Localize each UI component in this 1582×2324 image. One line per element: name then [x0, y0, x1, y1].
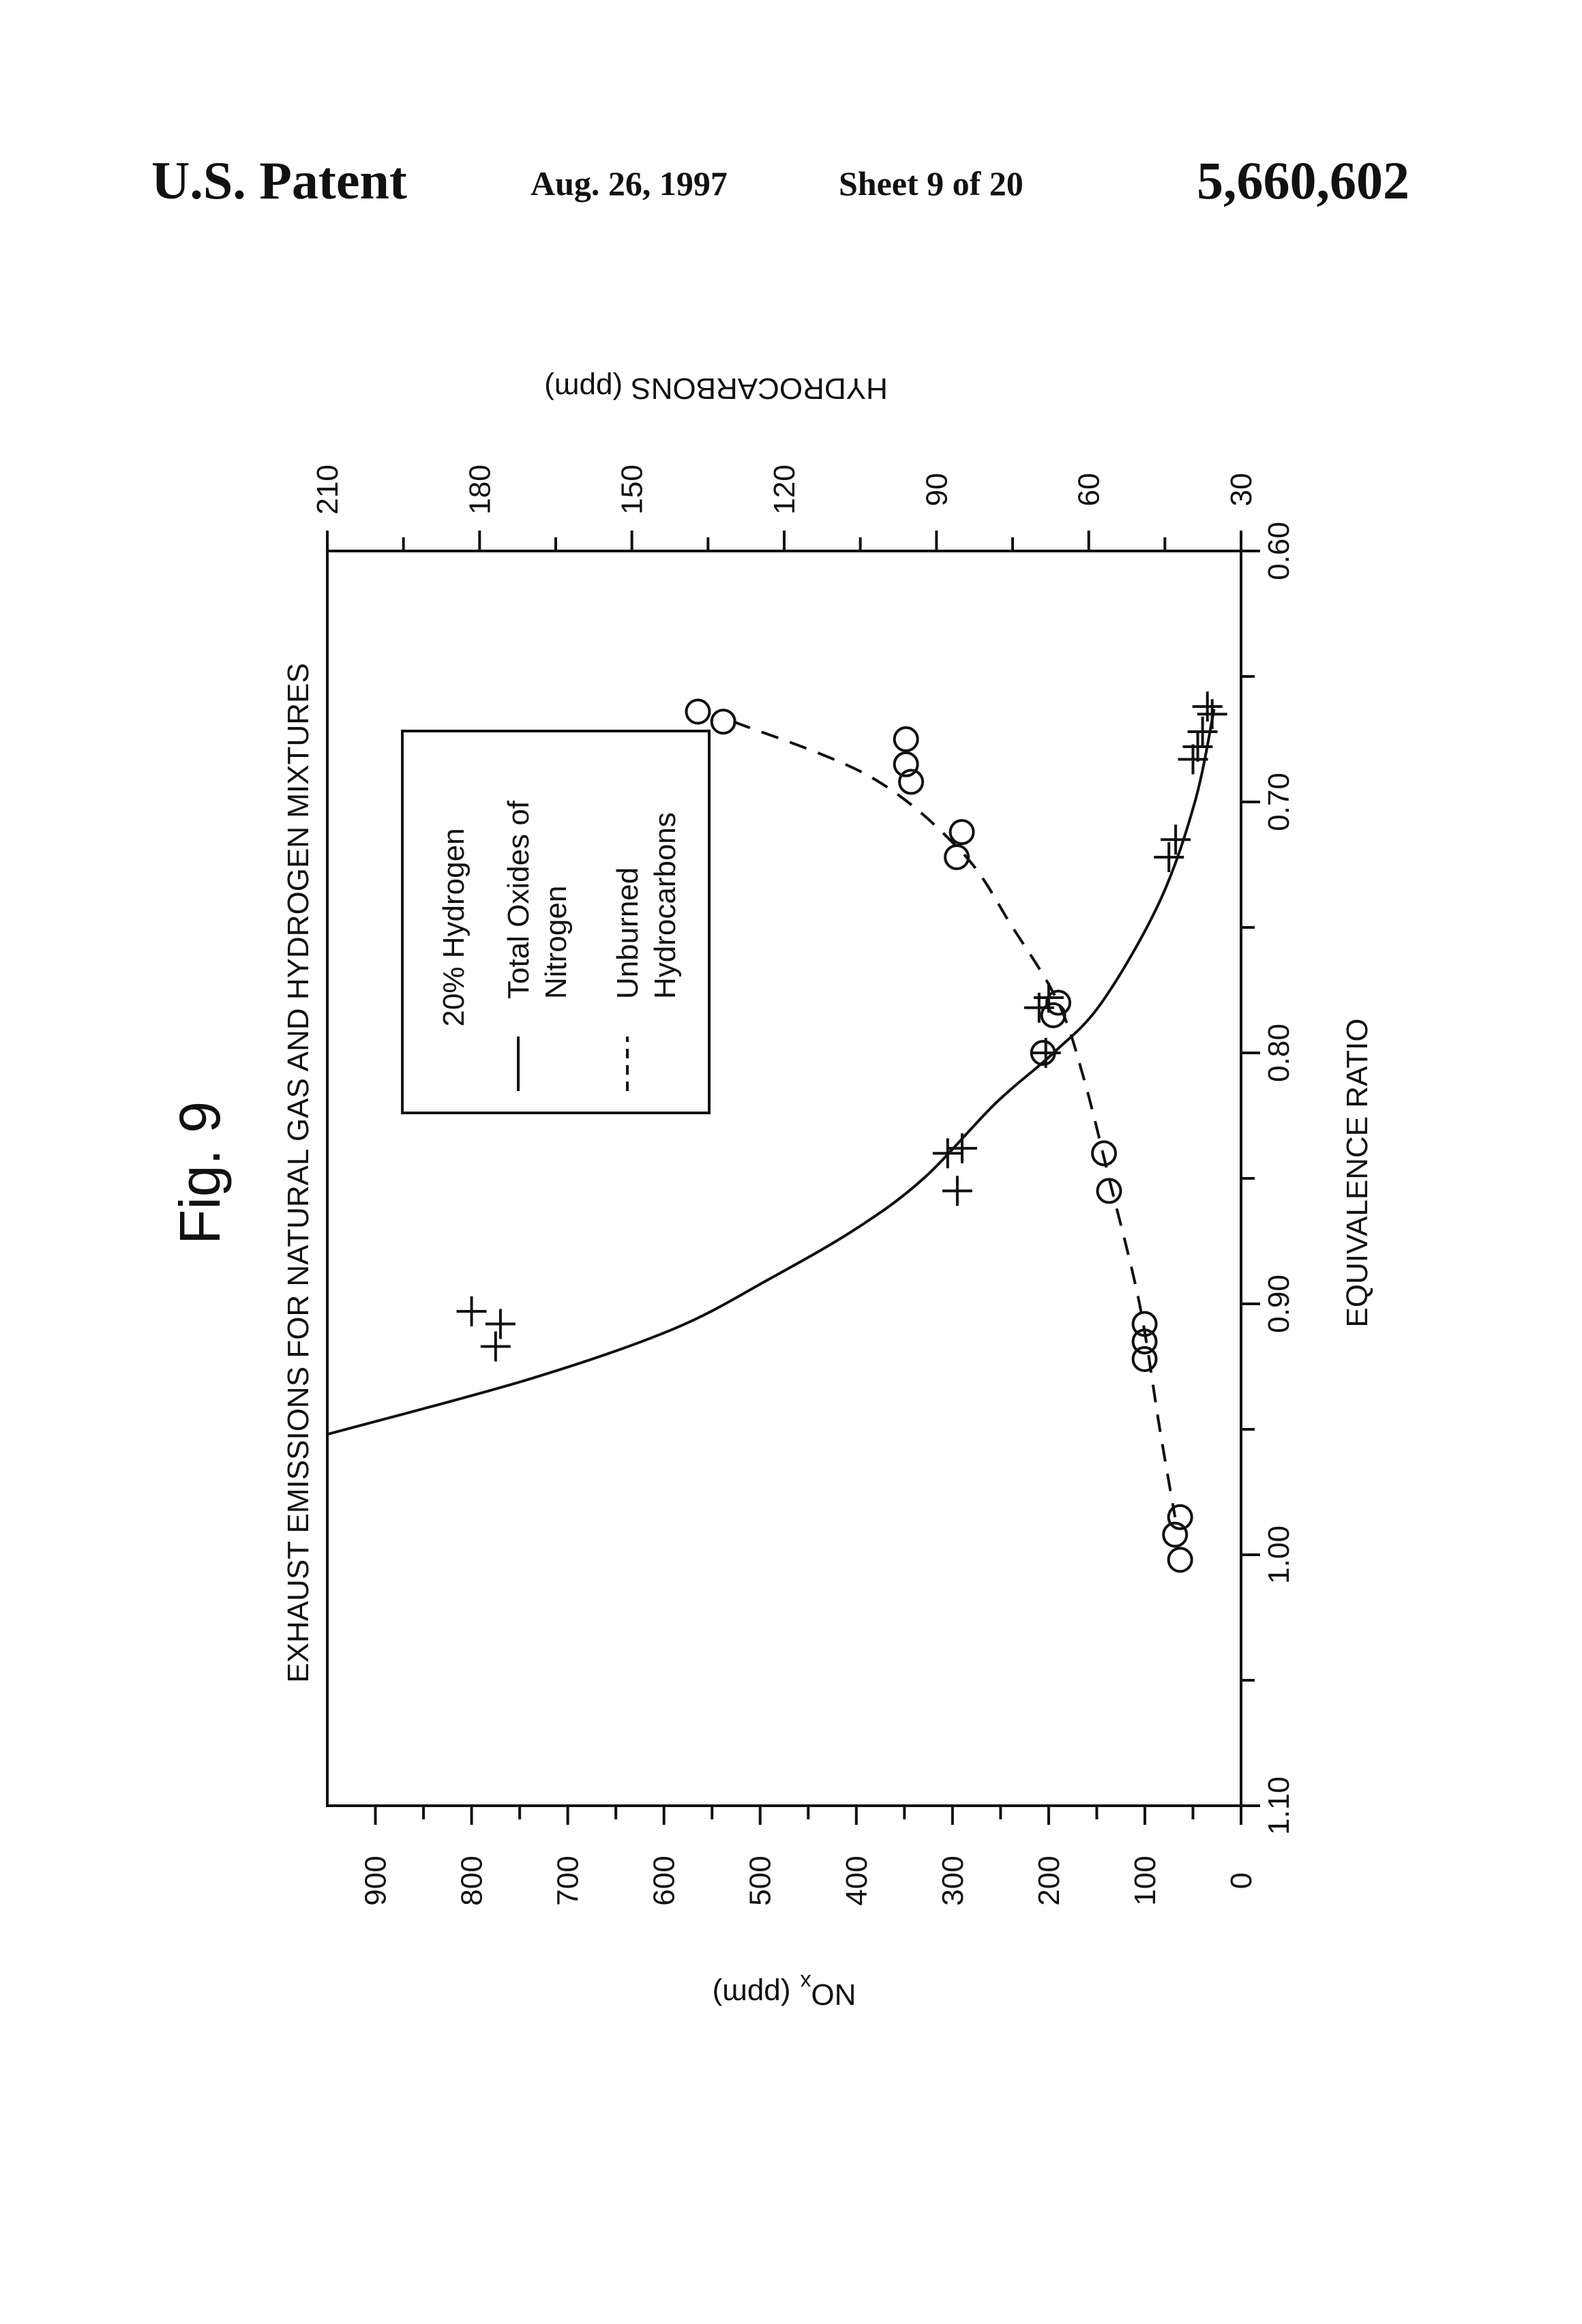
x-tick-label: 0.80 — [1262, 1024, 1296, 1082]
left-tick-label: 800 — [456, 1856, 489, 1905]
right-tick-label: 30 — [1225, 473, 1258, 507]
chart-title: EXHAUST EMISSIONS FOR NATURAL GAS AND HY… — [282, 663, 315, 1682]
right-tick-label: 150 — [616, 464, 649, 514]
x-tick-label: 0.70 — [1262, 773, 1296, 831]
nox-point — [947, 1133, 977, 1163]
left-tick-label: 700 — [552, 1856, 585, 1905]
left-axis-ticks: 0 100 200 300 400 500 600 700 800 900 — [359, 1806, 1258, 1906]
left-tick-label: 500 — [744, 1856, 777, 1905]
x-axis-label: EQUIVALENCE RATIO — [1341, 1018, 1374, 1327]
legend-hc-label-line1: Unburned — [611, 867, 644, 999]
left-tick-label: 0 — [1225, 1873, 1258, 1889]
nox-point — [1193, 691, 1223, 721]
x-tick-label: 1.10 — [1262, 1776, 1296, 1835]
x-axis-ticks: 0.60 0.70 0.80 0.90 1.00 1.10 — [1241, 522, 1296, 1835]
left-axis-label-main: NO — [811, 1978, 856, 2011]
nox-data-points — [457, 691, 1227, 1361]
plot-frame — [327, 551, 1241, 1806]
right-tick-label: 180 — [463, 464, 496, 514]
left-axis-label-sub: x — [800, 1970, 811, 1995]
right-tick-label: 120 — [768, 464, 801, 514]
figure-label: Fig. 9 — [168, 1101, 232, 1245]
left-tick-label: 100 — [1129, 1856, 1162, 1905]
left-tick-label: 600 — [648, 1856, 681, 1905]
left-axis-label-unit: (ppm) — [713, 1978, 791, 2011]
hydrocarbon-data-points — [686, 700, 1191, 1572]
legend-nox-label-line1: Total Oxides of — [502, 800, 535, 999]
left-tick-label: 400 — [840, 1856, 874, 1905]
left-tick-label: 900 — [359, 1856, 393, 1905]
hydrocarbon-point — [1169, 1548, 1192, 1571]
right-axis-label: HYDROCARBONS (ppm) — [544, 372, 888, 405]
nox-point — [457, 1296, 487, 1326]
right-axis-ticks: 30 60 90 120 150 180 210 — [311, 464, 1258, 551]
x-tick-label: 0.90 — [1262, 1275, 1296, 1333]
hydrocarbon-point — [1133, 1347, 1156, 1371]
left-tick-label: 300 — [936, 1856, 970, 1905]
nox-point — [481, 1332, 511, 1362]
legend-hc-label-line2: Hydrocarbons — [648, 812, 682, 999]
right-tick-label: 90 — [920, 473, 953, 507]
nox-point — [486, 1309, 516, 1339]
legend-heading: 20% Hydrogen — [437, 828, 471, 1026]
right-tick-label: 60 — [1073, 473, 1106, 507]
nox-point — [942, 1176, 972, 1206]
left-axis-label: NOx (ppm) — [713, 1970, 856, 2011]
hydrocarbon-point — [686, 700, 709, 724]
hydrocarbon-point — [895, 728, 918, 751]
nox-point — [1154, 842, 1184, 872]
legend-nox-label-line2: Nitrogen — [539, 886, 573, 999]
x-tick-label: 0.60 — [1262, 522, 1296, 580]
left-tick-label: 200 — [1032, 1856, 1066, 1905]
hydrocarbon-point — [951, 820, 974, 844]
right-tick-label: 210 — [311, 464, 344, 514]
hydrocarbon-point — [712, 710, 735, 733]
x-tick-label: 1.00 — [1262, 1525, 1296, 1584]
